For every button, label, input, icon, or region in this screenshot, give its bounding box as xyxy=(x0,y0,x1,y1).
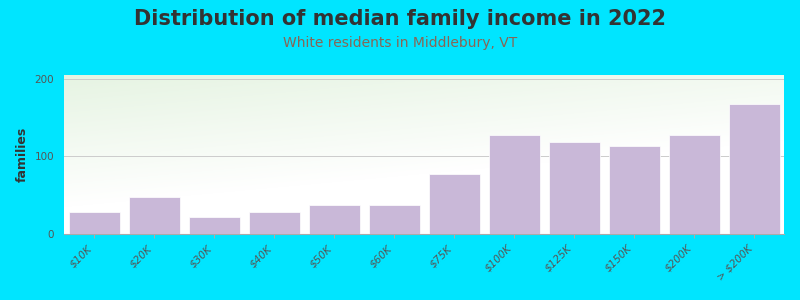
Bar xyxy=(129,197,179,234)
Bar xyxy=(549,142,599,234)
Bar xyxy=(489,135,539,234)
Bar xyxy=(189,217,239,234)
Bar xyxy=(369,205,419,234)
Bar xyxy=(729,104,779,234)
Bar xyxy=(429,173,479,234)
Bar xyxy=(609,146,659,234)
Text: White residents in Middlebury, VT: White residents in Middlebury, VT xyxy=(283,36,517,50)
Y-axis label: families: families xyxy=(16,127,29,182)
Bar xyxy=(249,212,299,234)
Bar xyxy=(669,135,719,234)
Bar xyxy=(69,212,119,234)
Bar xyxy=(309,205,359,234)
Text: Distribution of median family income in 2022: Distribution of median family income in … xyxy=(134,9,666,29)
